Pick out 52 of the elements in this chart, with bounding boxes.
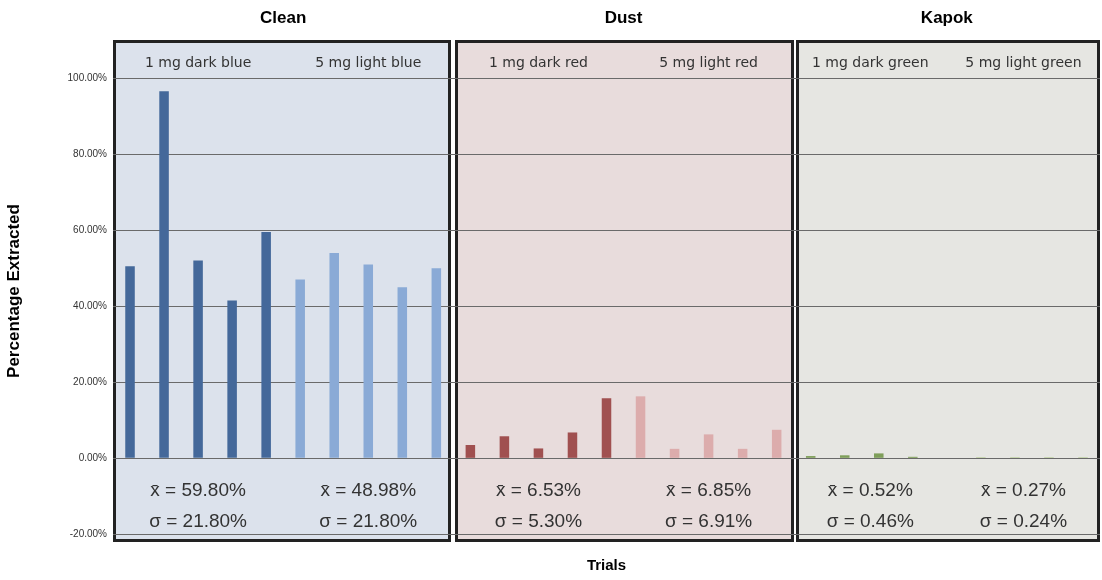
y-axis-title: Percentage Extracted (3, 204, 23, 378)
bar (431, 268, 442, 458)
bar (397, 287, 408, 458)
y-tick-label: 40.00% (73, 299, 108, 311)
annotation: x̄ = 0.52% (827, 479, 913, 501)
bar (737, 448, 748, 458)
text: Clean (260, 7, 307, 27)
text: Kapok (920, 7, 974, 27)
text: Dust (604, 7, 643, 27)
annotation: σ = 21.80% (149, 510, 248, 532)
bar (669, 448, 680, 458)
bar (601, 398, 612, 458)
annotation: σ = 5.30% (494, 510, 583, 532)
annotation: 1 mg dark red (488, 53, 588, 70)
bar (874, 453, 884, 458)
y-tick-label: 80.00% (73, 147, 108, 159)
annotation: x̄ = 6.53% (495, 479, 582, 501)
annotation: 5 mg light red (659, 53, 758, 70)
y-tick-label: 0.00% (78, 452, 108, 464)
bar (703, 434, 714, 458)
bar (771, 429, 782, 458)
bar (465, 445, 476, 458)
bar (499, 436, 510, 458)
annotation: 5 mg light green (965, 53, 1082, 70)
annotation: 1 mg dark green (811, 53, 929, 70)
bar (125, 266, 135, 458)
y-tick-label: 100.00% (67, 71, 108, 83)
bar (567, 432, 578, 458)
y-tick-label: 60.00% (73, 223, 108, 235)
bar (159, 91, 169, 458)
annotation: σ = 0.46% (826, 510, 914, 532)
annotation: 1 mg dark blue (144, 53, 252, 70)
annotation: x̄ = 59.80% (150, 479, 246, 501)
bar (839, 455, 850, 458)
y-tick-label: 20.00% (73, 376, 108, 388)
bar (635, 396, 646, 458)
annotation: 5 mg light blue (315, 53, 422, 70)
bar (227, 300, 237, 458)
annotation: x̄ = 48.98% (320, 479, 417, 501)
x-axis-title: Trials (586, 556, 627, 574)
bar (533, 448, 544, 458)
bar (363, 264, 374, 458)
annotation: σ = 0.24% (979, 510, 1068, 532)
y-tick-label: -20.00% (69, 528, 108, 540)
annotation: x̄ = 0.27% (980, 479, 1067, 501)
bar (329, 252, 339, 458)
annotation: σ = 6.91% (664, 510, 753, 532)
bar (295, 279, 305, 458)
bar (261, 232, 271, 458)
bar (193, 260, 203, 458)
annotation: x̄ = 6.85% (666, 479, 752, 501)
annotation: σ = 21.80% (319, 510, 418, 532)
